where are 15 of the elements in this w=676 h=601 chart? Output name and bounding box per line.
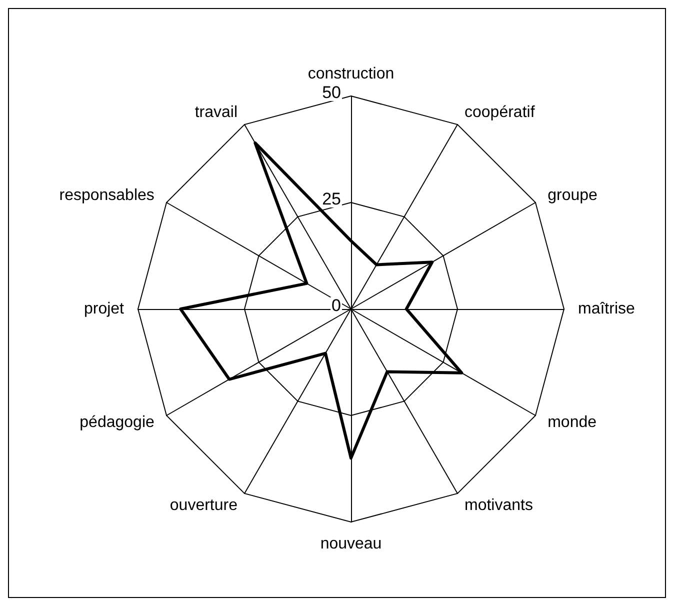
spoke-label: travail [194,104,238,121]
spoke-label: motivants [464,497,533,514]
spoke-label: construction [308,66,394,82]
y-tick-label: 0 [332,296,341,315]
spoke-label: responsables [59,187,154,204]
spoke-label: ouverture [170,497,238,514]
y-tick-label: 50 [322,83,341,102]
spoke-label: coopératif [464,104,536,121]
spoke-label: maîtrise [578,300,635,318]
spoke-label: groupe [548,187,598,204]
spoke-label: monde [548,414,597,431]
spoke-label: projet [84,300,125,318]
y-tick-label: 25 [322,190,341,208]
spoke-label: nouveau [320,536,382,552]
spoke-label: pédagogie [80,414,155,431]
